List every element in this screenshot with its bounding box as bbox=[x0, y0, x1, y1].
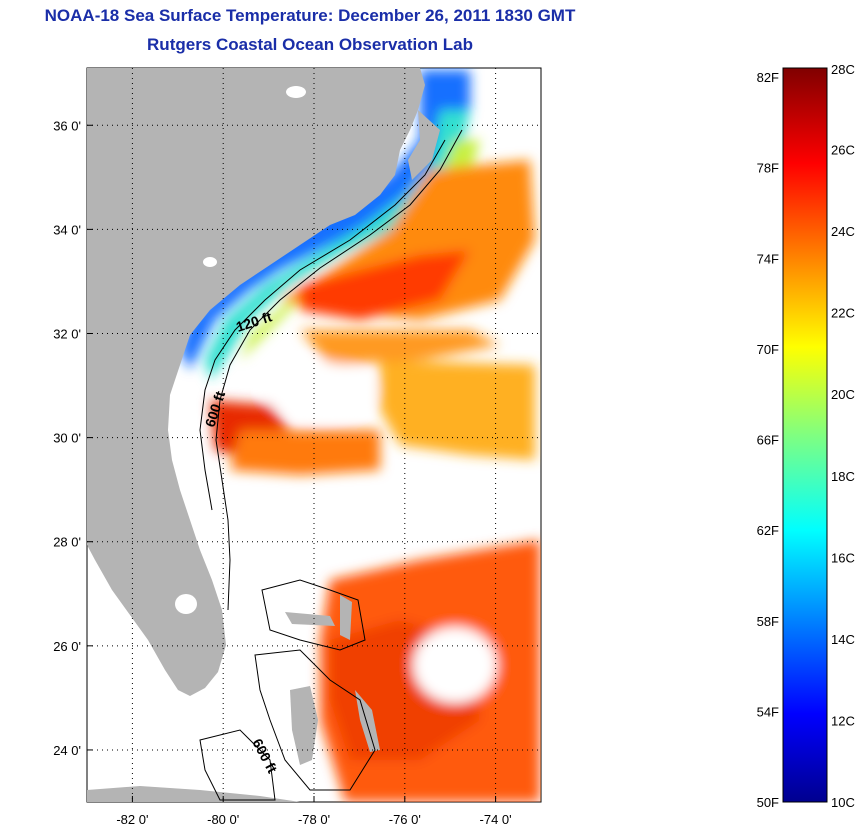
lake-small-2 bbox=[99, 601, 109, 609]
lake-north bbox=[286, 86, 306, 98]
bathymetry-contours bbox=[199, 129, 463, 801]
sst-warm-mid bbox=[380, 360, 535, 460]
colorbar-c-label: 20C bbox=[831, 387, 855, 402]
lat-label: 26 0' bbox=[53, 639, 81, 654]
colorbar-c-label: 18C bbox=[831, 469, 855, 484]
lat-label: 36 0' bbox=[53, 118, 81, 133]
longitude-labels: -82 0' -80 0' -78 0' -76 0' -74 0' bbox=[116, 796, 512, 827]
sst-cool-band bbox=[205, 110, 470, 380]
colorbar-f-label: 66F bbox=[757, 433, 779, 448]
land-andros bbox=[290, 686, 318, 765]
colorbar-c-label: 12C bbox=[831, 713, 855, 728]
latitude-labels: 36 0' 34 0' 32 0' 30 0' 28 0' 26 0' 24 0' bbox=[53, 118, 93, 758]
land-cuba bbox=[87, 786, 300, 802]
land-outer-banks bbox=[408, 110, 440, 180]
lat-label: 28 0' bbox=[53, 535, 81, 550]
land-us-east-coast bbox=[87, 68, 425, 696]
sst-gulfstream bbox=[300, 250, 470, 320]
lat-label: 32 0' bbox=[53, 326, 81, 341]
lon-label: -76 0' bbox=[389, 812, 421, 827]
colorbar-f-label: 54F bbox=[757, 704, 779, 719]
colorbar-f-label: 82F bbox=[757, 70, 779, 85]
sst-green-band bbox=[240, 140, 480, 360]
cloud-gap bbox=[413, 627, 497, 703]
colorbar bbox=[782, 67, 828, 803]
lat-label: 24 0' bbox=[53, 743, 81, 758]
contour-bahamas-b bbox=[254, 649, 376, 791]
cloud-gap-north bbox=[265, 362, 375, 418]
colorbar-f-label: 62F bbox=[757, 523, 779, 538]
sst-warm-mid2 bbox=[300, 330, 500, 365]
colorbar-c-label: 22C bbox=[831, 306, 855, 321]
contour-bahamas-a bbox=[261, 579, 366, 651]
lon-label: -74 0' bbox=[480, 812, 512, 827]
lakes-layer bbox=[99, 86, 306, 614]
colorbar-fahrenheit-labels: 82F 78F 74F 70F 66F 62F 58F 54F 50F bbox=[757, 70, 779, 810]
colorbar-c-label: 16C bbox=[831, 550, 855, 565]
sst-data-layer bbox=[180, 70, 540, 802]
colorbar-c-label: 24C bbox=[831, 224, 855, 239]
colorbar-f-label: 74F bbox=[757, 251, 779, 266]
land-abaco bbox=[340, 595, 352, 640]
contour-600ft bbox=[215, 129, 463, 611]
sst-orange-patch bbox=[230, 430, 380, 475]
lon-label: -80 0' bbox=[207, 812, 239, 827]
lake-okeechobee bbox=[175, 594, 197, 614]
land-grand-bahama bbox=[285, 612, 335, 626]
map-subtitle: Rutgers Coastal Ocean Observation Lab bbox=[147, 35, 473, 54]
colorbar-f-label: 70F bbox=[757, 342, 779, 357]
land-layer bbox=[87, 68, 440, 802]
colorbar-f-label: 58F bbox=[757, 614, 779, 629]
lake-small bbox=[203, 257, 217, 267]
contour-120ft bbox=[199, 139, 446, 511]
colorbar-f-label: 50F bbox=[757, 795, 779, 810]
map-title: NOAA-18 Sea Surface Temperature: Decembe… bbox=[44, 6, 576, 25]
lon-label: -78 0' bbox=[298, 812, 330, 827]
colorbar-c-label: 28C bbox=[831, 62, 855, 77]
lat-lon-grid bbox=[87, 68, 541, 802]
lat-label: 30 0' bbox=[53, 431, 81, 446]
colorbar-celsius-labels: 28C 26C 24C 22C 20C 18C 16C 14C 12C 10C bbox=[831, 62, 855, 810]
contour-south bbox=[199, 729, 276, 801]
colorbar-c-label: 26C bbox=[831, 143, 855, 158]
lat-label: 34 0' bbox=[53, 222, 81, 237]
lon-label: -82 0' bbox=[116, 812, 148, 827]
colorbar-c-label: 10C bbox=[831, 795, 855, 810]
colorbar-c-label: 14C bbox=[831, 632, 855, 647]
colorbar-f-label: 78F bbox=[757, 161, 779, 176]
